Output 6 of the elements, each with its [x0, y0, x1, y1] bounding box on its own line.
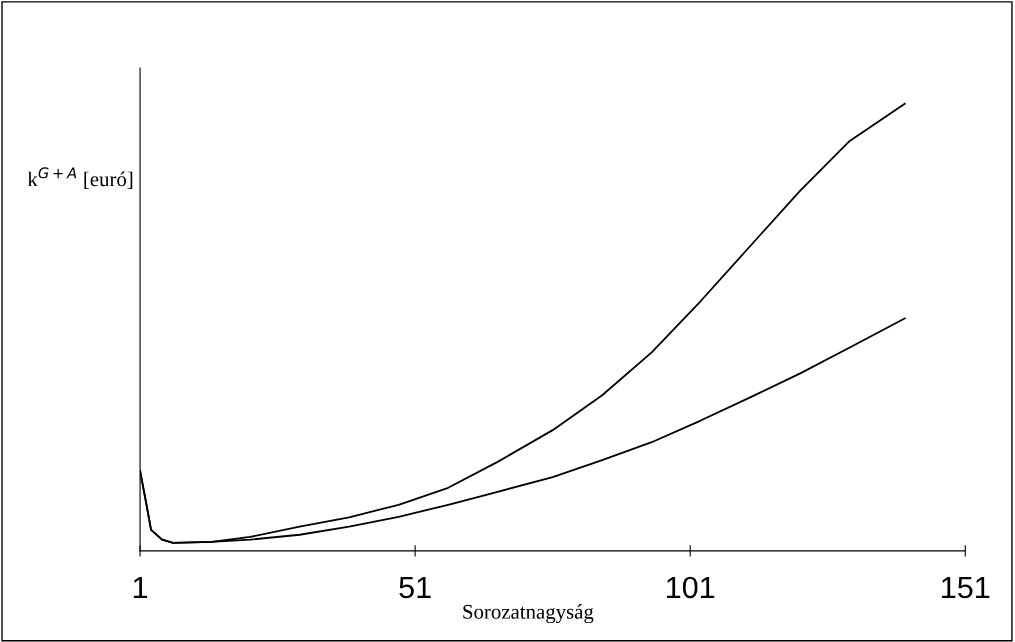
x-axis-title: Sorozatnagyság [463, 604, 594, 624]
x-tick-label: 51 [399, 576, 431, 599]
x-tick-label: 151 [942, 576, 990, 599]
x-tick-label: 101 [667, 576, 715, 599]
x-tick-label: 1 [133, 576, 148, 598]
y-axis-title: k$^{G+A}$ [euró] [27, 167, 133, 189]
